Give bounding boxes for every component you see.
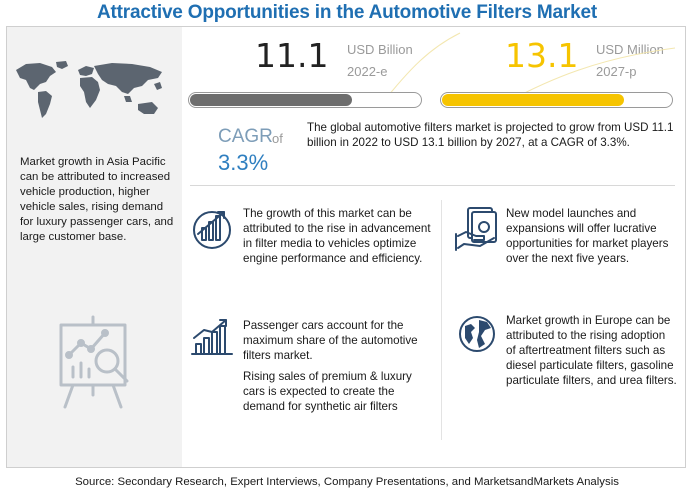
bar-growth-icon: [191, 319, 233, 355]
market-size-2027-value: 13.1: [505, 36, 579, 75]
cagr-of: of: [272, 131, 283, 146]
market-size-2027-bar: [440, 92, 673, 108]
market-size-2022-value: 11.1: [255, 36, 329, 75]
market-size-2027-unit: USD Million: [596, 42, 664, 57]
page-title: Attractive Opportunities in the Automoti…: [97, 2, 597, 23]
market-size-2022-unit: USD Billion: [347, 42, 413, 57]
column-divider: [441, 200, 442, 440]
market-size-2027-bar-fill: [442, 94, 625, 106]
market-size-2022-bar-fill: [190, 94, 353, 106]
globe-icon: [459, 316, 495, 352]
content-frame: [6, 26, 686, 468]
filter-growth-icon: [193, 211, 231, 249]
cagr-label: CAGR: [218, 126, 273, 147]
insight-new-model-launches: New model launches and expansions will o…: [506, 207, 669, 265]
market-size-2022-bar: [188, 92, 422, 108]
world-map-icon: [16, 61, 162, 118]
analysis-chart-icon: [59, 315, 129, 409]
market-size-2027-year: 2027-p: [596, 64, 637, 79]
money-hand-icon: [455, 207, 497, 251]
market-size-2022-year: 2022-e: [347, 64, 388, 79]
cagr-value: 3.3%: [218, 150, 269, 175]
source-note: Source: Secondary Research, Expert Inter…: [75, 476, 619, 488]
insight-europe-growth: Market growth in Europe can be attribute…: [506, 314, 677, 387]
asia-pacific-insight: Market growth in Asia Pacific can be att…: [20, 156, 174, 243]
market-summary: The global automotive filters market is …: [307, 121, 674, 149]
insight-passenger-cars: Passenger cars account for the maximum s…: [243, 319, 418, 362]
insight-premium-cars: Rising sales of premium & luxury cars is…: [243, 370, 412, 413]
section-divider: [190, 185, 675, 186]
insight-filter-media: The growth of this market can be attribu…: [243, 207, 431, 265]
